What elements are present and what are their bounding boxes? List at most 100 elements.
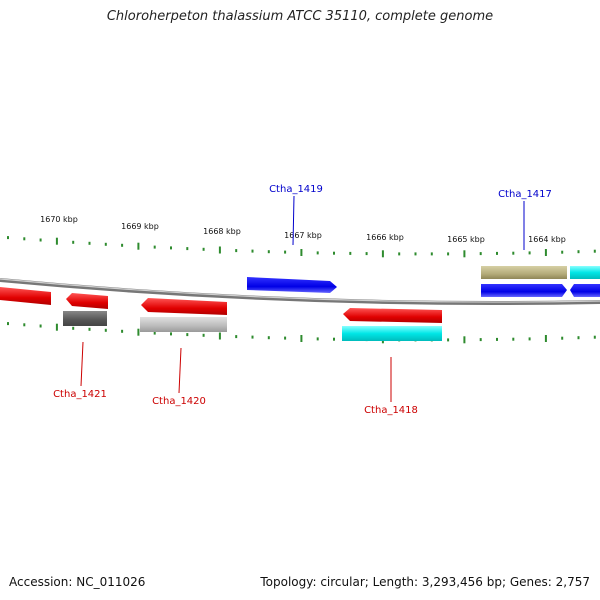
minor-tick [23, 323, 26, 327]
minor-tick [577, 250, 580, 254]
minor-tick [23, 237, 26, 241]
minor-tick [7, 236, 9, 240]
minor-tick [235, 335, 238, 339]
minor-tick [251, 249, 254, 253]
minor-tick [593, 335, 596, 339]
minor-tick [447, 338, 450, 342]
accession-number: Accession: NC_011026 [9, 575, 146, 589]
gene-box-ctha-1418-rna[interactable] [342, 326, 442, 341]
scale-label-1667: 1667 kbp [284, 231, 322, 240]
reverse-features [0, 287, 442, 341]
minor-tick [528, 251, 531, 255]
gene-labels: Ctha_1419 Ctha_1417 Ctha_1421 Ctha_1420 … [53, 184, 552, 416]
minor-tick [7, 322, 9, 326]
minor-tick [39, 238, 42, 242]
minor-tick [121, 329, 124, 333]
gene-arrow-ctha-1419[interactable] [247, 277, 337, 293]
scale-label-1666: 1666 kbp [366, 233, 404, 242]
minor-tick [104, 328, 107, 332]
gene-arrow-red-left[interactable] [0, 287, 51, 305]
major-tick [137, 328, 140, 336]
gene-label-ctha-1421[interactable]: Ctha_1421 [53, 389, 107, 400]
major-tick [218, 332, 221, 340]
genome-summary: Topology: circular; Length: 3,293,456 bp… [260, 575, 590, 589]
major-tick [300, 335, 303, 342]
summary-separator-1: ; [364, 575, 373, 589]
minor-tick [267, 250, 270, 254]
scale-labels: 1670 kbp 1669 kbp 1668 kbp 1667 kbp 1666… [40, 215, 566, 244]
minor-tick [365, 252, 368, 256]
minor-tick [333, 251, 335, 255]
major-tick [463, 336, 466, 344]
minor-tick [202, 247, 205, 251]
leader-line-ctha-1419 [292, 195, 295, 246]
minor-tick [153, 331, 156, 335]
minor-tick [186, 247, 189, 251]
scale-label-1669: 1669 kbp [121, 222, 159, 231]
minor-tick [121, 243, 124, 247]
gene-arrow-blue-right[interactable] [570, 284, 600, 297]
leader-line-ctha-1421 [80, 341, 84, 387]
gene-box-ctha-1420-gray[interactable] [140, 317, 227, 332]
gene-box-ctha-1421-gray[interactable] [63, 311, 107, 326]
scale-ticks-upper [7, 236, 596, 258]
minor-tick [251, 335, 254, 339]
minor-tick [88, 327, 91, 331]
gene-arrow-ctha-1421[interactable] [66, 293, 108, 309]
minor-tick [577, 336, 580, 340]
topology-text: Topology: circular [260, 575, 365, 589]
minor-tick [153, 245, 156, 249]
major-tick [218, 246, 221, 254]
minor-tick [170, 332, 172, 336]
leader-line-ctha-1420 [178, 347, 182, 394]
genome-backbone-highlight [0, 278, 600, 303]
minor-tick [316, 337, 319, 341]
major-tick [137, 242, 140, 250]
gene-box-cyan-right[interactable] [570, 266, 600, 279]
major-tick [544, 335, 547, 342]
minor-tick [39, 324, 42, 328]
gene-arrow-ctha-1417[interactable] [481, 284, 567, 297]
gene-label-ctha-1418[interactable]: Ctha_1418 [364, 405, 418, 416]
minor-tick [170, 246, 172, 250]
minor-tick [479, 252, 482, 256]
minor-tick [561, 336, 564, 340]
minor-tick [104, 242, 107, 246]
length-text: Length: 3,293,456 bp [372, 575, 502, 589]
genome-backbone [0, 278, 600, 306]
minor-tick [72, 240, 75, 244]
genes-text: Genes: 2,757 [509, 575, 590, 589]
minor-tick [349, 251, 352, 255]
gene-label-ctha-1419[interactable]: Ctha_1419 [269, 184, 323, 195]
minor-tick [267, 336, 270, 340]
minor-tick [414, 252, 417, 256]
scale-label-1664: 1664 kbp [528, 235, 566, 244]
minor-tick [512, 251, 515, 255]
gene-label-ctha-1417[interactable]: Ctha_1417 [498, 189, 552, 200]
major-tick [381, 250, 384, 258]
major-tick [463, 250, 466, 258]
genome-title: Chloroherpeton thalassium ATCC 35110, co… [106, 9, 494, 24]
major-tick [544, 249, 547, 256]
minor-tick [496, 337, 498, 341]
gene-arrow-ctha-1420[interactable] [141, 298, 227, 315]
gene-label-ctha-1420[interactable]: Ctha_1420 [152, 396, 206, 407]
minor-tick [561, 250, 564, 254]
minor-tick [398, 252, 401, 256]
minor-tick [528, 337, 531, 341]
major-tick [55, 323, 58, 331]
scale-label-1670: 1670 kbp [40, 215, 78, 224]
summary-separator-2: ; [502, 575, 510, 589]
gene-arrow-ctha-1418[interactable] [343, 308, 442, 323]
gene-box-olive[interactable] [481, 266, 567, 279]
minor-tick [430, 252, 433, 256]
minor-tick [447, 252, 450, 256]
minor-tick [316, 251, 319, 255]
minor-tick [88, 241, 91, 245]
forward-features [247, 266, 600, 297]
minor-tick [512, 337, 515, 341]
minor-tick [496, 251, 498, 255]
minor-tick [284, 250, 287, 254]
major-tick [55, 237, 58, 245]
